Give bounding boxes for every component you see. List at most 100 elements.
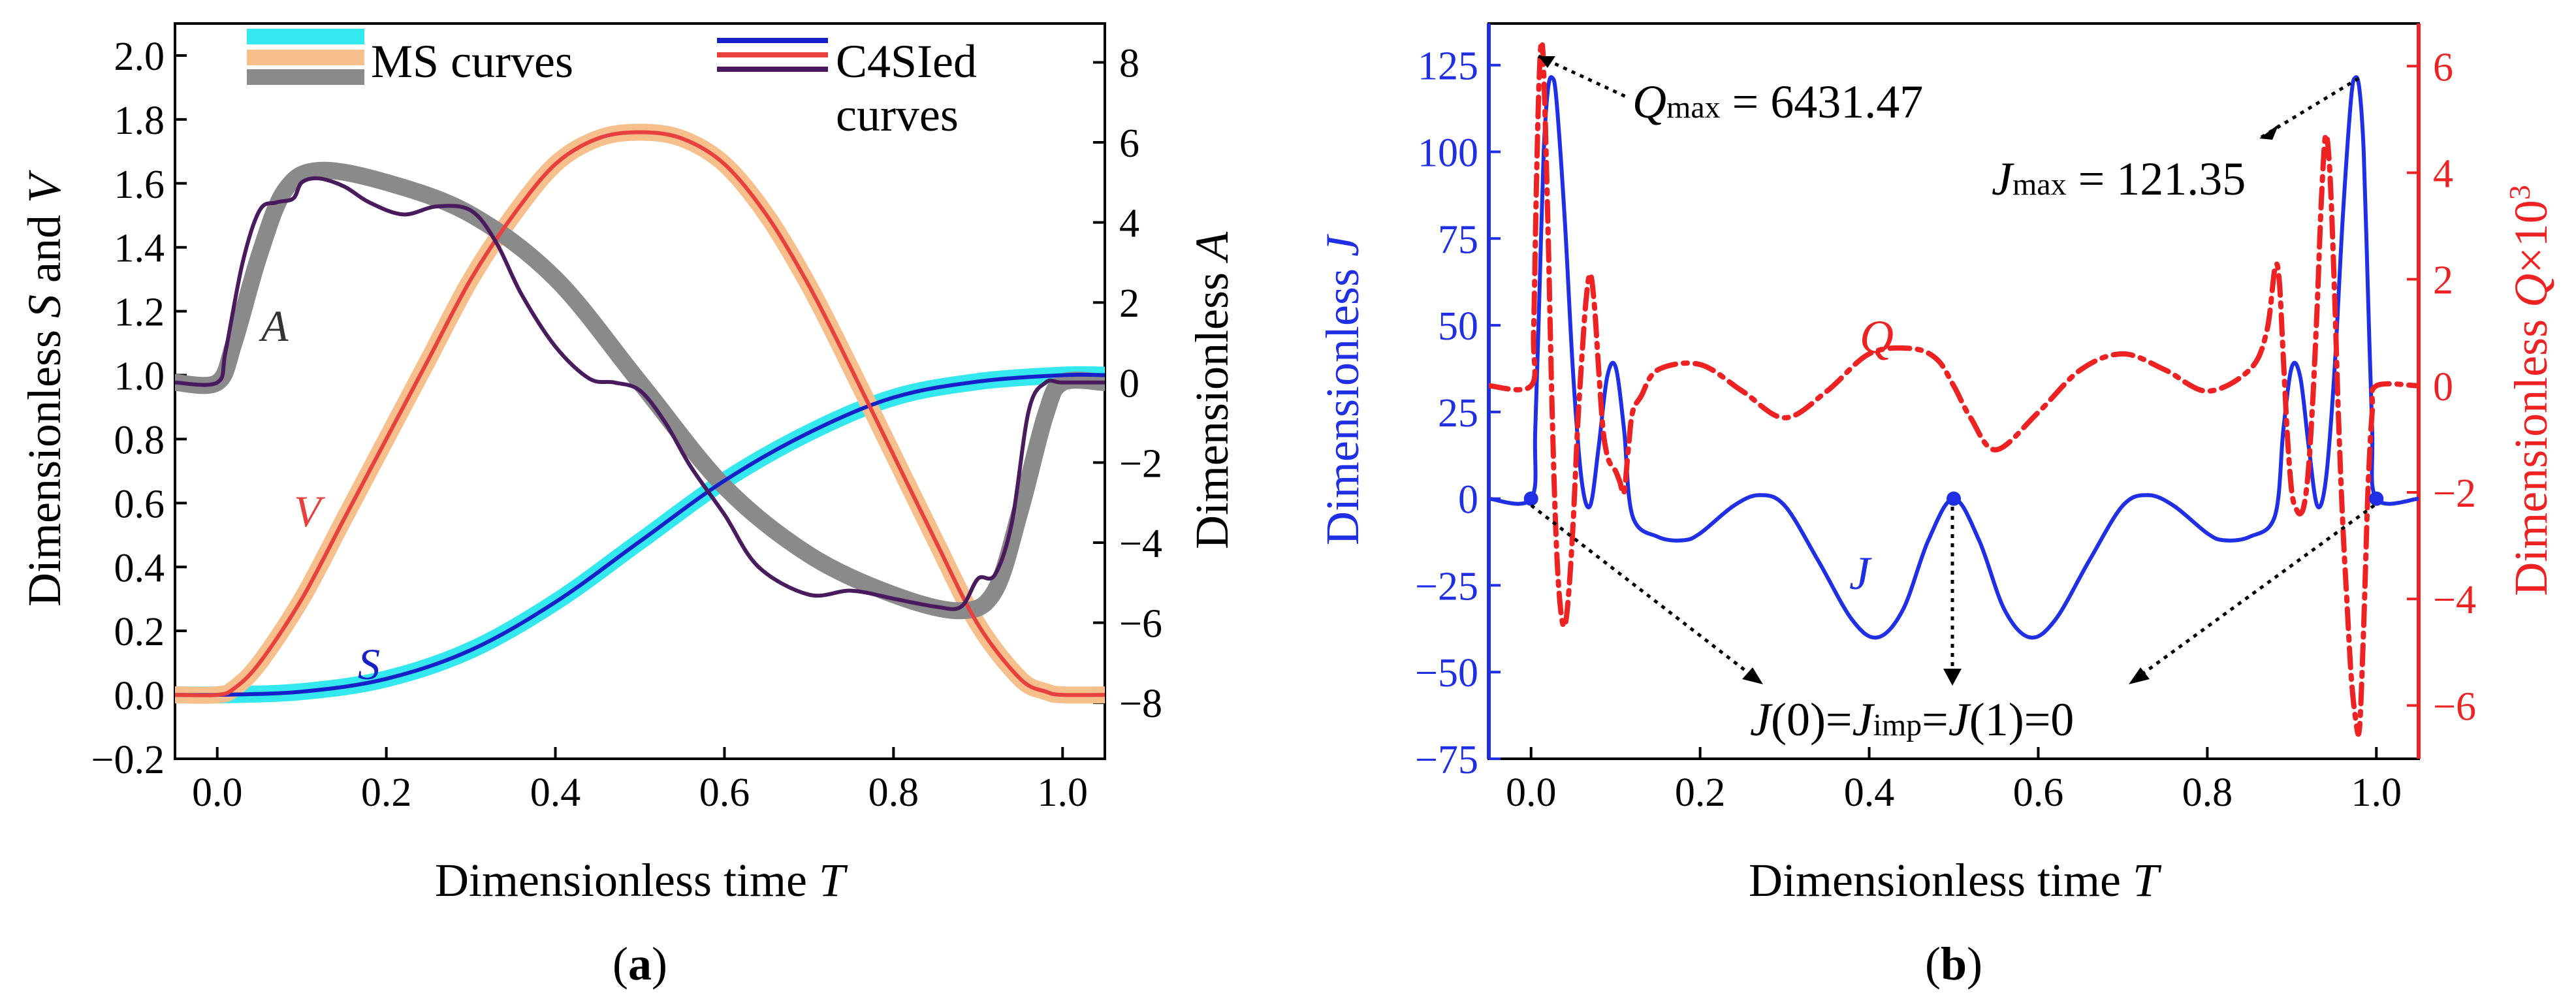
arrowhead-boundary-right xyxy=(2129,667,2150,684)
annotation-q: Q xyxy=(1860,311,1894,363)
panel-b-caption: (b) xyxy=(1925,938,1982,990)
arrow-q-max xyxy=(1537,54,1627,99)
series-ms-a xyxy=(175,161,1105,620)
y-tick-label: 1.2 xyxy=(114,291,165,335)
legend-swatch-ms-a xyxy=(247,69,364,85)
y2-tick-label: 2 xyxy=(1119,281,1139,326)
series-c4sied-v xyxy=(175,130,1105,697)
y-tick-label: −75 xyxy=(1415,738,1478,782)
legend-label-c4: C4SIed xyxy=(836,35,977,88)
panel-a-x-ticks: 0.0 0.2 0.4 0.6 0.8 1.0 xyxy=(192,747,1088,815)
series-c4sied-a xyxy=(175,176,1105,611)
annotation-j-max: Jmax = 121.35 xyxy=(1992,153,2246,205)
panel-a-y2-label: Dimensionless A xyxy=(1186,231,1238,549)
y-tick-label: 0 xyxy=(1458,478,1478,522)
y2-tick-label: 2 xyxy=(2433,259,2453,303)
annotation-boundary: J(0)=Jimp=J(1)=0 xyxy=(1750,693,2074,746)
x-tick-label: 0.6 xyxy=(699,771,750,815)
panel-b-y2-ticks: −6 −4 −2 0 2 4 6 xyxy=(2407,45,2476,729)
y-tick-label: 2.0 xyxy=(114,35,165,79)
y-tick-label: −25 xyxy=(1415,564,1478,609)
y2-tick-label: 6 xyxy=(2433,45,2453,89)
y2-tick-label: 0 xyxy=(1119,362,1139,406)
x-tick-label: 0.2 xyxy=(1675,771,1726,815)
legend-label-ms: MS curves xyxy=(371,35,573,88)
y-tick-label: 0.4 xyxy=(114,546,165,590)
panel-a-legend: MS curves C4SIed curves xyxy=(247,29,977,141)
y2-tick-label: 4 xyxy=(1119,202,1139,246)
y-tick-label: 0.6 xyxy=(114,482,165,526)
panel-a-y2-ticks: −8 −6 −4 −2 0 2 4 6 8 xyxy=(1093,41,1162,726)
panel-b: 0.0 0.2 0.4 0.6 0.8 1.0 −75 −50 −25 0 25 50 75 100 12… xyxy=(1316,22,2557,990)
y2-tick-label: −4 xyxy=(2433,578,2476,622)
y-tick-label: 1.6 xyxy=(114,163,165,207)
arrow-boundary-right xyxy=(2134,503,2376,681)
panel-a-caption: (a) xyxy=(612,938,667,990)
x-tick-label: 0.4 xyxy=(1844,771,1895,815)
x-tick-label: 0.0 xyxy=(192,771,243,815)
x-tick-label: 0.0 xyxy=(1506,771,1557,815)
series-c4sied-s xyxy=(175,372,1105,697)
y-tick-label: −50 xyxy=(1415,651,1478,695)
x-tick-label: 1.0 xyxy=(1038,771,1089,815)
y2-tick-label: −6 xyxy=(2433,684,2476,729)
jerk-zero-marker xyxy=(1523,491,1538,506)
y2-tick-label: 4 xyxy=(2433,151,2453,196)
x-tick-label: 0.6 xyxy=(2013,771,2064,815)
y2-tick-label: 0 xyxy=(2433,365,2453,409)
arrow-boundary-left xyxy=(1530,504,1758,680)
legend-swatch-ms-s xyxy=(247,29,364,44)
annotation-a: A xyxy=(259,301,289,351)
panel-a-plot-area xyxy=(175,123,1105,704)
panel-a-x-label: Dimensionless time T xyxy=(435,854,848,906)
legend-label-c4-cont: curves xyxy=(836,89,959,141)
panel-a-y-ticks: −0.2 0.0 0.2 0.4 0.6 0.8 1.0 1.2 1.4 1.6 1.8 2.0 xyxy=(91,35,187,782)
panel-b-plot-area xyxy=(1489,39,2419,737)
panel-b-y-label: Dimensionless J xyxy=(1316,234,1369,545)
panel-b-y2-label: Dimensionless Q×103 xyxy=(2503,185,2557,596)
y-tick-label: −0.2 xyxy=(91,738,165,782)
annotation-s: S xyxy=(358,639,380,689)
y2-tick-label: −2 xyxy=(2433,471,2476,516)
panel-a-frame xyxy=(174,22,1106,760)
series-q xyxy=(1489,39,2419,737)
panel-a-y-label: Dimensionless S and V xyxy=(18,170,71,607)
arrowhead-boundary-left xyxy=(1742,667,1763,684)
arrow-j-max xyxy=(2258,76,2360,140)
x-tick-label: 0.2 xyxy=(361,771,412,815)
y-tick-label: 125 xyxy=(1418,44,1478,89)
y2-tick-label: 6 xyxy=(1119,121,1139,166)
panel-b-x-label: Dimensionless time T xyxy=(1749,854,2162,906)
y2-tick-label: 8 xyxy=(1119,41,1139,86)
arrowhead-j-max xyxy=(2259,124,2279,140)
y2-tick-label: −6 xyxy=(1119,602,1162,646)
y-tick-label: 100 xyxy=(1418,131,1478,176)
panel-b-y-ticks: −75 −50 −25 0 25 50 75 100 125 xyxy=(1415,44,1501,782)
panel-b-annotation-arrows xyxy=(1530,54,2376,681)
y-tick-label: 0.2 xyxy=(114,610,165,654)
y-tick-label: 1.8 xyxy=(114,99,165,143)
y-tick-label: 1.4 xyxy=(114,227,165,271)
legend-swatch-ms-v xyxy=(247,50,364,65)
arrowhead-boundary-mid xyxy=(1943,669,1962,686)
y-tick-label: 0.0 xyxy=(114,674,165,718)
annotation-q-max: Qmax = 6431.47 xyxy=(1632,76,1923,128)
y2-tick-label: −2 xyxy=(1119,441,1162,486)
x-tick-label: 0.8 xyxy=(2182,771,2233,815)
x-tick-label: 0.4 xyxy=(530,771,581,815)
panel-a: 0.0 0.2 0.4 0.6 0.8 1.0 −0.2 0.0 0.2 0.4 0.6 0.8 1.… xyxy=(18,22,1238,990)
jerk-zero-marker xyxy=(2369,491,2384,506)
y-tick-label: 1.0 xyxy=(114,355,165,399)
y-tick-label: 75 xyxy=(1438,217,1478,262)
annotation-v: V xyxy=(294,486,326,536)
y2-tick-label: −4 xyxy=(1119,522,1162,566)
y-tick-label: 50 xyxy=(1438,304,1478,349)
x-tick-label: 0.8 xyxy=(868,771,919,815)
panel-b-arrowheads xyxy=(1538,56,2279,686)
y-tick-label: 25 xyxy=(1438,391,1478,436)
jerk-zero-marker xyxy=(1947,491,1961,506)
panel-b-x-ticks: 0.0 0.2 0.4 0.6 0.8 1.0 xyxy=(1506,747,2402,815)
y2-tick-label: −8 xyxy=(1119,682,1162,726)
x-tick-label: 1.0 xyxy=(2351,771,2402,815)
